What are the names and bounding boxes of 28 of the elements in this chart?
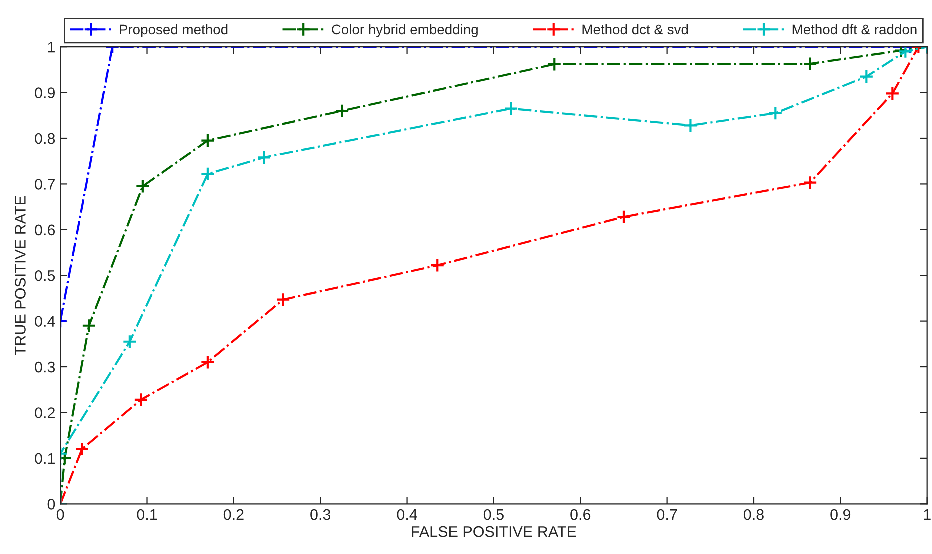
y-tick-label: 0.6 [35,224,56,236]
x-tick-label: 0.8 [744,509,764,520]
legend-label: Method dft & raddon [792,24,917,35]
y-tick-label: 0.4 [35,316,56,328]
x-tick-label: 0.3 [310,509,331,520]
x-axis-title: FALSE POSITIVE RATE [412,526,576,538]
x-tick-label: 0.2 [224,509,244,520]
x-tick-label: 0.5 [484,509,504,520]
y-tick-label: 0.7 [35,179,55,190]
legend-label: Color hybrid embedding [332,24,478,38]
x-tick-label: 0.4 [397,509,418,520]
x-tick-label: 0.6 [570,509,591,520]
x-tick-label: 0.1 [137,509,158,520]
x-tick-label: 1 [924,510,931,520]
y-tick-label: 0.8 [35,133,56,144]
y-tick-label: 0 [48,499,56,510]
y-tick-label: 0.2 [35,408,55,418]
y-axis-title: TRUE POSITIVE RATE [15,196,26,356]
y-tick-label: 0.1 [35,453,55,464]
y-tick-label: 0.9 [35,88,55,98]
y-tick-label: 0.5 [35,270,56,282]
legend-label: Proposed method [120,24,228,38]
y-tick-label: 0.3 [35,362,56,373]
x-tick-label: 0.9 [830,509,851,520]
y-tick-label: 1 [48,42,55,53]
x-tick-label: 0.7 [657,509,678,520]
legend-label: Method dct & svd [582,24,688,35]
x-tick-label: 0 [56,509,64,520]
